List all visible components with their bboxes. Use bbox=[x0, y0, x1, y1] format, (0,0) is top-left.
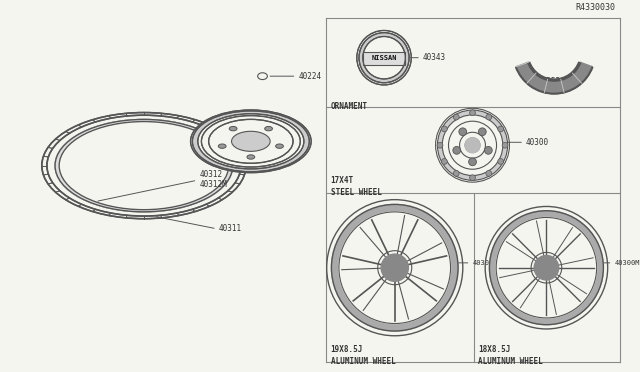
Text: 40300: 40300 bbox=[526, 138, 549, 147]
Text: 18X8.5J: 18X8.5J bbox=[478, 346, 511, 355]
Text: 17X4T: 17X4T bbox=[331, 176, 354, 185]
Circle shape bbox=[470, 110, 476, 116]
Text: ORNAMENT: ORNAMENT bbox=[331, 102, 367, 112]
Text: STEEL WHEEL: STEEL WHEEL bbox=[331, 188, 381, 197]
Ellipse shape bbox=[332, 205, 458, 331]
Text: 40353: 40353 bbox=[538, 77, 561, 86]
Ellipse shape bbox=[442, 115, 503, 176]
Ellipse shape bbox=[496, 218, 596, 318]
Ellipse shape bbox=[363, 36, 405, 79]
Text: ALUMINUM WHEEL: ALUMINUM WHEEL bbox=[478, 357, 543, 366]
Ellipse shape bbox=[193, 111, 309, 172]
Circle shape bbox=[484, 147, 492, 154]
Ellipse shape bbox=[198, 114, 304, 169]
Polygon shape bbox=[516, 62, 593, 94]
Text: 40312
40312M: 40312 40312M bbox=[199, 170, 227, 189]
Text: 19X8.5J: 19X8.5J bbox=[331, 346, 363, 355]
Ellipse shape bbox=[381, 254, 408, 281]
Ellipse shape bbox=[55, 119, 233, 212]
Text: 40300M: 40300M bbox=[472, 260, 498, 266]
Ellipse shape bbox=[233, 132, 269, 151]
Circle shape bbox=[453, 170, 459, 176]
Ellipse shape bbox=[437, 110, 508, 180]
Text: ALUMINUM WHEEL: ALUMINUM WHEEL bbox=[331, 357, 396, 366]
Circle shape bbox=[437, 142, 443, 148]
Text: 40300: 40300 bbox=[200, 148, 223, 157]
Circle shape bbox=[465, 138, 480, 153]
Circle shape bbox=[498, 158, 504, 164]
Ellipse shape bbox=[229, 126, 237, 131]
Circle shape bbox=[486, 170, 492, 176]
Circle shape bbox=[442, 158, 447, 164]
Text: R4330030: R4330030 bbox=[575, 3, 616, 12]
Ellipse shape bbox=[247, 155, 255, 159]
Circle shape bbox=[486, 114, 492, 120]
Circle shape bbox=[453, 147, 461, 154]
Text: 40311: 40311 bbox=[219, 224, 242, 233]
Ellipse shape bbox=[534, 256, 559, 280]
Ellipse shape bbox=[359, 33, 409, 83]
Circle shape bbox=[498, 126, 504, 132]
Text: 40343: 40343 bbox=[423, 53, 446, 62]
Circle shape bbox=[470, 175, 476, 181]
Circle shape bbox=[479, 128, 486, 136]
Text: 40224: 40224 bbox=[298, 72, 322, 81]
Circle shape bbox=[442, 126, 447, 132]
Circle shape bbox=[502, 142, 508, 148]
Circle shape bbox=[468, 158, 476, 166]
Circle shape bbox=[459, 128, 467, 136]
Text: 40300M: 40300M bbox=[614, 260, 640, 266]
Ellipse shape bbox=[59, 122, 228, 210]
Ellipse shape bbox=[490, 211, 604, 325]
Ellipse shape bbox=[265, 126, 273, 131]
Ellipse shape bbox=[218, 144, 226, 148]
Ellipse shape bbox=[276, 144, 284, 148]
Circle shape bbox=[453, 114, 459, 120]
FancyBboxPatch shape bbox=[363, 52, 406, 64]
Text: NISSAN: NISSAN bbox=[371, 55, 397, 61]
Ellipse shape bbox=[339, 212, 451, 324]
